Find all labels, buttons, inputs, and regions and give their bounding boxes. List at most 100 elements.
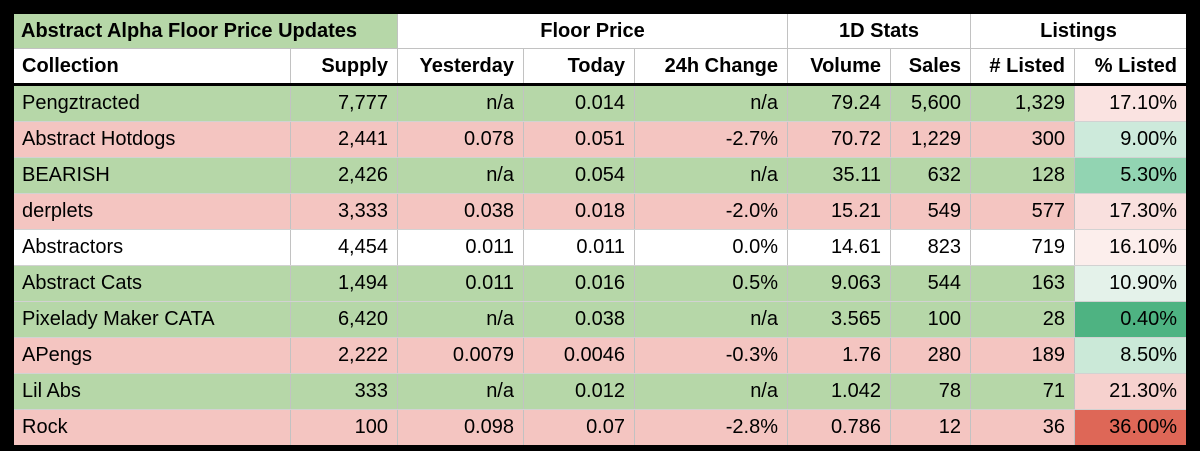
table-row: BEARISH 2,426 n/a 0.054 n/a 35.11 632 12…	[14, 158, 1186, 194]
cell-sales: 1,229	[891, 122, 971, 157]
cell-volume: 9.063	[788, 266, 891, 301]
column-header-24h-change: 24h Change	[635, 49, 788, 83]
cell-volume: 70.72	[788, 122, 891, 157]
cell-supply: 2,426	[291, 158, 398, 193]
cell-collection: Pixelady Maker CATA	[14, 302, 291, 337]
cell-today: 0.038	[524, 302, 635, 337]
column-header-volume: Volume	[788, 49, 891, 83]
cell-today: 0.018	[524, 194, 635, 229]
cell-sales: 544	[891, 266, 971, 301]
cell-today: 0.014	[524, 86, 635, 121]
cell-yesterday: n/a	[398, 86, 524, 121]
floor-price-table: Abstract Alpha Floor Price Updates Floor…	[14, 14, 1186, 445]
cell-supply: 2,441	[291, 122, 398, 157]
cell-num-listed: 719	[971, 230, 1075, 265]
cell-sales: 280	[891, 338, 971, 373]
cell-pct-listed: 17.10%	[1075, 86, 1186, 121]
group-header-listings: Listings	[1040, 19, 1117, 42]
cell-24h-change: -2.8%	[635, 410, 788, 445]
cell-supply: 4,454	[291, 230, 398, 265]
cell-today: 0.054	[524, 158, 635, 193]
cell-num-listed: 28	[971, 302, 1075, 337]
cell-today: 0.07	[524, 410, 635, 445]
cell-pct-listed: 9.00%	[1075, 122, 1186, 157]
cell-num-listed: 577	[971, 194, 1075, 229]
column-header-num-listed: # Listed	[971, 49, 1075, 83]
cell-supply: 1,494	[291, 266, 398, 301]
cell-today: 0.051	[524, 122, 635, 157]
cell-volume: 3.565	[788, 302, 891, 337]
cell-supply: 333	[291, 374, 398, 409]
table-row: Pengztracted 7,777 n/a 0.014 n/a 79.24 5…	[14, 86, 1186, 122]
cell-today: 0.011	[524, 230, 635, 265]
cell-sales: 78	[891, 374, 971, 409]
cell-num-listed: 71	[971, 374, 1075, 409]
cell-supply: 2,222	[291, 338, 398, 373]
cell-collection: BEARISH	[14, 158, 291, 193]
cell-yesterday: 0.0079	[398, 338, 524, 373]
cell-yesterday: 0.098	[398, 410, 524, 445]
cell-pct-listed: 10.90%	[1075, 266, 1186, 301]
cell-collection: Rock	[14, 410, 291, 445]
column-header-sales: Sales	[891, 49, 971, 83]
cell-sales: 5,600	[891, 86, 971, 121]
group-header-floor-price: Floor Price	[398, 14, 788, 48]
cell-volume: 1.76	[788, 338, 891, 373]
cell-24h-change: n/a	[635, 374, 788, 409]
cell-num-listed: 128	[971, 158, 1075, 193]
cell-24h-change: n/a	[635, 302, 788, 337]
cell-today: 0.016	[524, 266, 635, 301]
cell-sales: 100	[891, 302, 971, 337]
cell-collection: APengs	[14, 338, 291, 373]
cell-collection: Abstract Cats	[14, 266, 291, 301]
group-header-1d-stats: 1D Stats	[788, 14, 971, 48]
cell-today: 0.0046	[524, 338, 635, 373]
table-row: Abstract Cats 1,494 0.011 0.016 0.5% 9.0…	[14, 266, 1186, 302]
cell-yesterday: n/a	[398, 158, 524, 193]
table-row: Abstract Hotdogs 2,441 0.078 0.051 -2.7%…	[14, 122, 1186, 158]
cell-pct-listed: 0.40%	[1075, 302, 1186, 337]
cell-pct-listed: 21.30%	[1075, 374, 1186, 409]
column-header-pct-listed: % Listed	[1094, 54, 1177, 77]
table-row: APengs 2,222 0.0079 0.0046 -0.3% 1.76 28…	[14, 338, 1186, 374]
cell-24h-change: 0.5%	[635, 266, 788, 301]
column-header-supply: Supply	[291, 49, 398, 83]
cell-volume: 1.042	[788, 374, 891, 409]
cell-collection: derplets	[14, 194, 291, 229]
cell-collection: Lil Abs	[14, 374, 291, 409]
cell-collection: Abstractors	[14, 230, 291, 265]
cell-collection: Pengztracted	[14, 86, 291, 121]
cell-24h-change: n/a	[635, 86, 788, 121]
column-header-yesterday: Yesterday	[398, 49, 524, 83]
cell-24h-change: -0.3%	[635, 338, 788, 373]
cell-num-listed: 1,329	[971, 86, 1075, 121]
table-row: Pixelady Maker CATA 6,420 n/a 0.038 n/a …	[14, 302, 1186, 338]
cell-sales: 632	[891, 158, 971, 193]
cell-24h-change: -2.0%	[635, 194, 788, 229]
cell-volume: 35.11	[788, 158, 891, 193]
cell-yesterday: n/a	[398, 302, 524, 337]
cell-yesterday: n/a	[398, 374, 524, 409]
column-header-row: Collection Supply Yesterday Today 24h Ch…	[14, 49, 1186, 86]
cell-supply: 7,777	[291, 86, 398, 121]
cell-24h-change: -2.7%	[635, 122, 788, 157]
cell-yesterday: 0.011	[398, 266, 524, 301]
cell-yesterday: 0.011	[398, 230, 524, 265]
cell-collection: Abstract Hotdogs	[14, 122, 291, 157]
table-row: Rock 100 0.098 0.07 -2.8% 0.786 12 36 36…	[14, 410, 1186, 445]
column-header-today: Today	[524, 49, 635, 83]
cell-24h-change: n/a	[635, 158, 788, 193]
cell-num-listed: 163	[971, 266, 1075, 301]
cell-volume: 14.61	[788, 230, 891, 265]
cell-volume: 0.786	[788, 410, 891, 445]
column-header-collection: Collection	[14, 49, 291, 83]
table-row: derplets 3,333 0.038 0.018 -2.0% 15.21 5…	[14, 194, 1186, 230]
table-row: Lil Abs 333 n/a 0.012 n/a 1.042 78 71 21…	[14, 374, 1186, 410]
table-row: Abstractors 4,454 0.011 0.011 0.0% 14.61…	[14, 230, 1186, 266]
cell-pct-listed: 17.30%	[1075, 194, 1186, 229]
cell-pct-listed: 5.30%	[1075, 158, 1186, 193]
table-body: Pengztracted 7,777 n/a 0.014 n/a 79.24 5…	[14, 86, 1186, 445]
cell-supply: 6,420	[291, 302, 398, 337]
cell-supply: 3,333	[291, 194, 398, 229]
cell-pct-listed: 16.10%	[1075, 230, 1186, 265]
